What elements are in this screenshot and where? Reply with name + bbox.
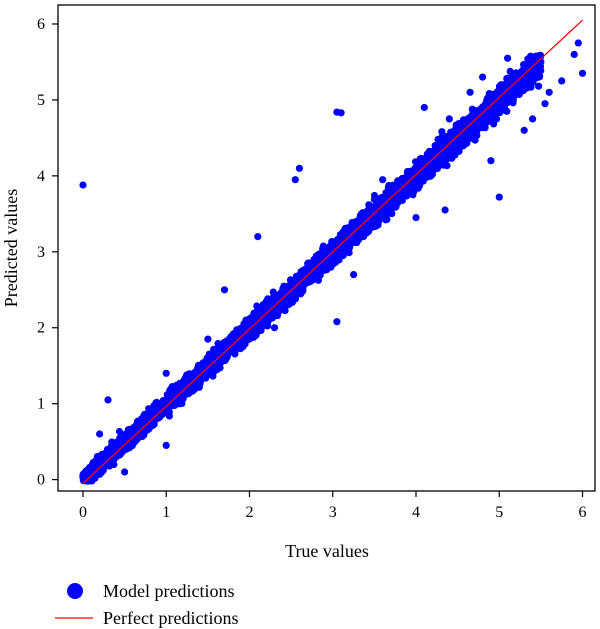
scatter-point	[506, 67, 514, 75]
scatter-point	[253, 302, 261, 310]
scatter-point	[438, 132, 446, 140]
scatter-point	[115, 427, 124, 436]
scatter-points	[79, 39, 587, 485]
scatter-point	[370, 191, 379, 200]
scatter-point	[535, 82, 543, 90]
scatter-point	[165, 412, 173, 420]
scatter-point	[490, 120, 498, 128]
